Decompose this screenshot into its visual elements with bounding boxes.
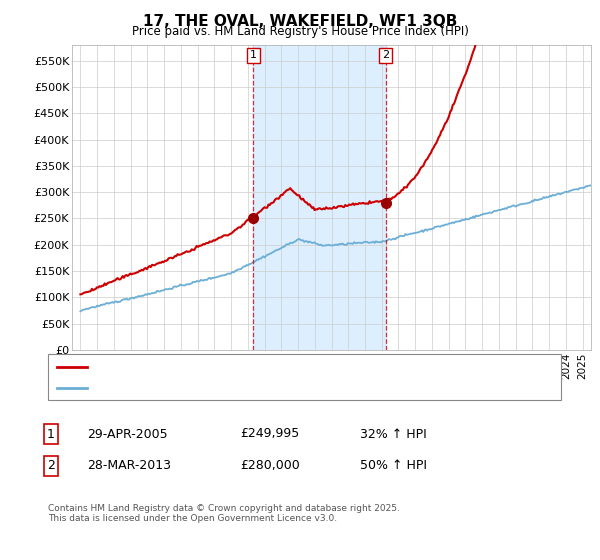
Text: Price paid vs. HM Land Registry's House Price Index (HPI): Price paid vs. HM Land Registry's House … <box>131 25 469 38</box>
Text: 2: 2 <box>47 459 55 473</box>
Text: £249,995: £249,995 <box>240 427 299 441</box>
Text: 2: 2 <box>382 50 389 60</box>
Text: 17, THE OVAL, WAKEFIELD, WF1 3QB (detached house): 17, THE OVAL, WAKEFIELD, WF1 3QB (detach… <box>93 362 400 372</box>
Text: 29-APR-2005: 29-APR-2005 <box>87 427 167 441</box>
Text: 1: 1 <box>250 50 257 60</box>
Text: £280,000: £280,000 <box>240 459 300 473</box>
Text: 28-MAR-2013: 28-MAR-2013 <box>87 459 171 473</box>
Text: 17, THE OVAL, WAKEFIELD, WF1 3QB: 17, THE OVAL, WAKEFIELD, WF1 3QB <box>143 14 457 29</box>
Text: 50% ↑ HPI: 50% ↑ HPI <box>360 459 427 473</box>
Text: 32% ↑ HPI: 32% ↑ HPI <box>360 427 427 441</box>
Bar <box>253 45 386 350</box>
Text: Contains HM Land Registry data © Crown copyright and database right 2025.
This d: Contains HM Land Registry data © Crown c… <box>48 504 400 524</box>
Text: 1: 1 <box>47 427 55 441</box>
Text: HPI: Average price, detached house, Wakefield: HPI: Average price, detached house, Wake… <box>93 382 354 393</box>
